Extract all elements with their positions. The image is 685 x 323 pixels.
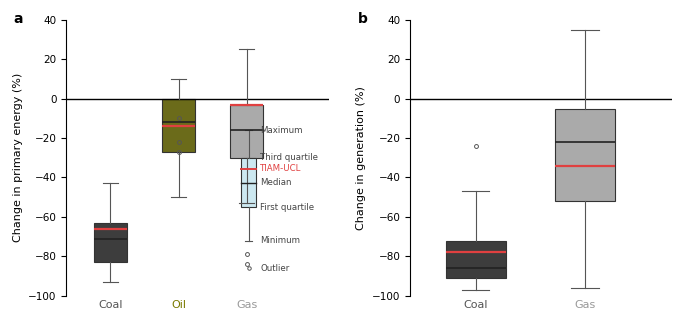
- Text: b: b: [358, 12, 367, 26]
- Bar: [555, 109, 615, 201]
- Text: Maximum: Maximum: [260, 126, 303, 135]
- Bar: [445, 241, 506, 278]
- Text: Outlier: Outlier: [260, 264, 289, 273]
- Text: First quartile: First quartile: [260, 203, 314, 212]
- Y-axis label: Change in primary energy (%): Change in primary energy (%): [12, 73, 23, 243]
- Bar: [94, 223, 127, 262]
- Text: Third quartile: Third quartile: [260, 153, 318, 162]
- Text: Minimum: Minimum: [260, 236, 300, 245]
- Y-axis label: Change in generation (%): Change in generation (%): [356, 86, 366, 230]
- Bar: [241, 158, 256, 207]
- Text: Median: Median: [260, 178, 292, 187]
- Bar: [162, 99, 195, 152]
- Text: a: a: [14, 12, 23, 26]
- Bar: [230, 105, 263, 158]
- Text: TIAM-UCL: TIAM-UCL: [260, 164, 301, 173]
